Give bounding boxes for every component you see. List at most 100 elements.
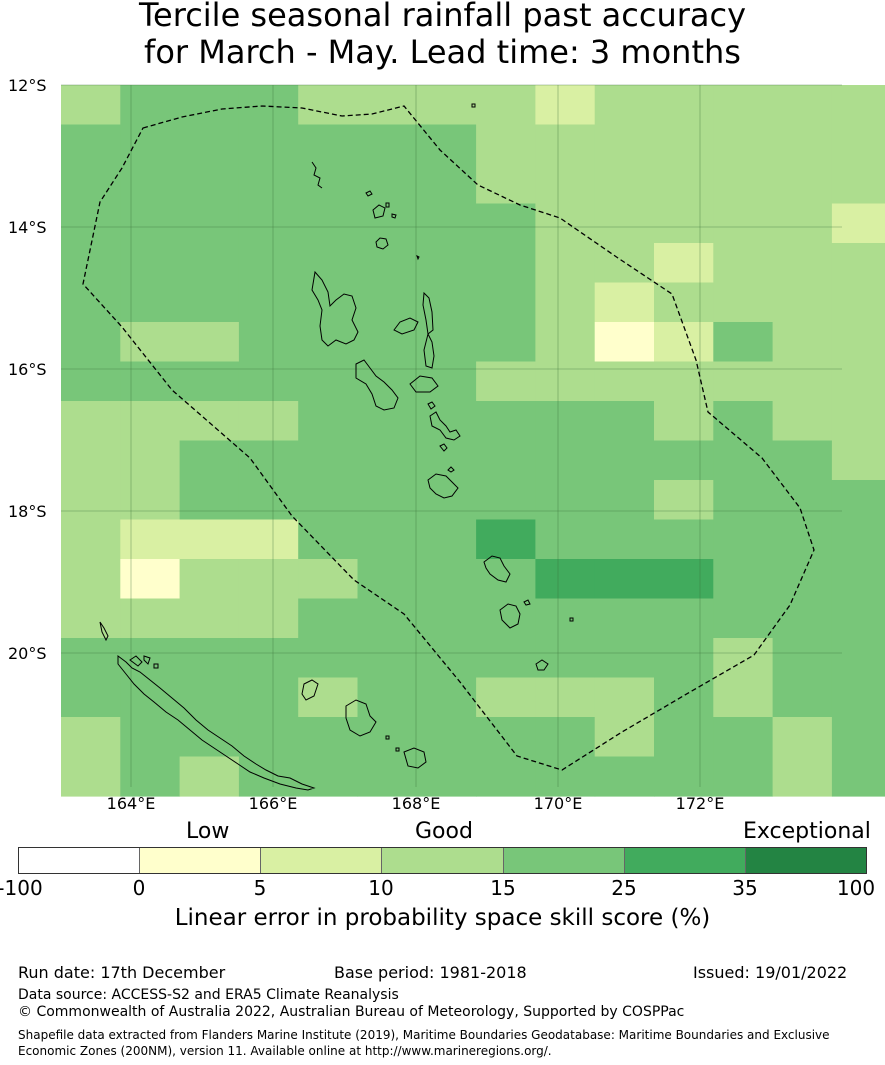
grid-cell xyxy=(772,282,833,323)
grid-cell xyxy=(772,677,833,718)
island-matthew-hunter xyxy=(471,103,476,108)
grid-cell xyxy=(476,164,536,205)
grid-cell xyxy=(179,203,240,244)
grid-cell xyxy=(654,598,714,639)
grid-cell xyxy=(535,203,596,244)
grid-cell xyxy=(416,480,477,521)
grid-cell xyxy=(535,519,596,560)
grid-cell xyxy=(416,203,477,244)
island-erromango xyxy=(483,555,511,583)
grid-cell xyxy=(713,85,774,126)
grid-cell xyxy=(772,164,833,205)
grid-cell xyxy=(298,243,359,284)
shapefile-credit-1: Shapefile data extracted from Flanders M… xyxy=(18,1028,830,1042)
grid-cell xyxy=(594,361,655,402)
grid-cell xyxy=(594,243,655,284)
grid-cell xyxy=(238,322,299,363)
island-lifou xyxy=(345,699,377,737)
grid-cell xyxy=(654,756,714,797)
colorbar-tick: 5 xyxy=(253,876,267,900)
grid-cell xyxy=(179,638,240,679)
grid-cell xyxy=(772,85,833,126)
grid-cell xyxy=(713,243,774,284)
grid-cell xyxy=(831,559,885,600)
grid-cell xyxy=(298,677,359,718)
grid-cell xyxy=(476,124,536,165)
grid-cell xyxy=(120,480,181,521)
grid-cell xyxy=(357,361,418,402)
island-malekula xyxy=(355,359,399,411)
grid-cell xyxy=(772,638,833,679)
grid-cell xyxy=(535,480,596,521)
grid-cell xyxy=(357,717,418,758)
grid-cell xyxy=(831,164,885,205)
grid-cell xyxy=(654,243,714,284)
grid-cell xyxy=(772,756,833,797)
grid-cell xyxy=(61,203,121,244)
grid-cell xyxy=(713,203,774,244)
grid-cell xyxy=(357,164,418,205)
grid-cell xyxy=(594,401,655,442)
grid-cell xyxy=(416,243,477,284)
grid-cell xyxy=(298,85,359,126)
grid-cell xyxy=(61,282,121,323)
grid-cell xyxy=(594,638,655,679)
grid-cell xyxy=(772,559,833,600)
island-ambrym xyxy=(409,375,439,393)
grid-cell xyxy=(238,717,299,758)
grid-cell xyxy=(238,480,299,521)
grid-cell xyxy=(713,282,774,323)
issued-date: Issued: 19/01/2022 xyxy=(693,963,848,982)
run-date: Run date: 17th December xyxy=(18,963,226,982)
grid-cell xyxy=(831,519,885,560)
lat-label-16s: 16°S xyxy=(8,360,47,379)
grid-cell xyxy=(535,717,596,758)
grid-cell xyxy=(476,401,536,442)
grid-cell xyxy=(238,756,299,797)
grid-cell xyxy=(357,559,418,600)
colorbar xyxy=(18,847,867,874)
grid-cell xyxy=(535,124,596,165)
grid-cell xyxy=(654,559,714,600)
grid-cell xyxy=(535,401,596,442)
grid-cell xyxy=(654,440,714,481)
grid-cell xyxy=(298,203,359,244)
grid-cell xyxy=(61,85,121,126)
grid-cell xyxy=(179,717,240,758)
grid-cell xyxy=(179,85,240,126)
grid-cell xyxy=(61,124,121,165)
grid-cell xyxy=(120,243,181,284)
grid-cell xyxy=(713,322,774,363)
grid-cell xyxy=(179,282,240,323)
grid-cell xyxy=(594,717,655,758)
grid-cell xyxy=(120,282,181,323)
grid-cell xyxy=(594,756,655,797)
grid-cell xyxy=(594,598,655,639)
grid-cell xyxy=(831,440,885,481)
grid-cell xyxy=(713,598,774,639)
island-ambae xyxy=(393,317,419,335)
grid-cell xyxy=(416,598,477,639)
island-ureparapara xyxy=(365,190,373,197)
grid-cell xyxy=(120,598,181,639)
grid-cell xyxy=(120,361,181,402)
skill-grid xyxy=(61,85,885,797)
grid-cell xyxy=(179,480,240,521)
colorbar-tick: 25 xyxy=(611,876,637,900)
island-ouvea xyxy=(301,679,319,701)
island-epi xyxy=(429,411,461,441)
grid-cell xyxy=(535,282,596,323)
grid-cell xyxy=(357,322,418,363)
grid-cell xyxy=(772,717,833,758)
lon-label-166e: 166°E xyxy=(248,794,298,813)
grid-cell xyxy=(831,717,885,758)
lat-label-14s: 14°S xyxy=(8,218,47,237)
grid-cell xyxy=(535,756,596,797)
island-gaua xyxy=(375,237,389,250)
grid-cell xyxy=(594,440,655,481)
grid-cell xyxy=(713,559,774,600)
grid-cell xyxy=(61,717,121,758)
grid-cell xyxy=(357,282,418,323)
grid-cell xyxy=(298,361,359,402)
base-period: Base period: 1981-2018 xyxy=(334,963,527,982)
